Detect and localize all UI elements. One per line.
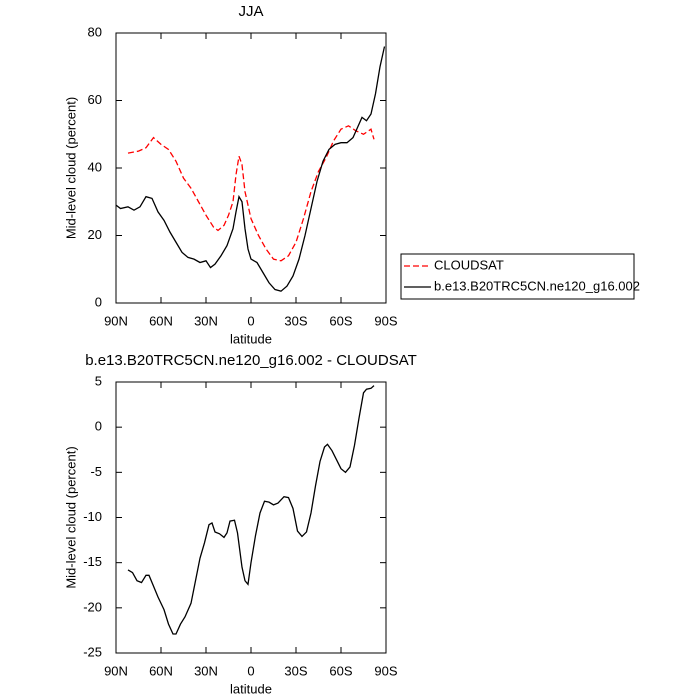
y-tick-label: -10 (83, 509, 102, 524)
x-tick-label: 60S (329, 663, 352, 678)
x-tick-label: 30N (194, 663, 218, 678)
y-tick-label: -5 (90, 464, 102, 479)
x-tick-label: 90S (374, 313, 397, 328)
x-tick-label: 0 (247, 663, 254, 678)
x-tick-label: 30N (194, 313, 218, 328)
x-tick-label: 90S (374, 663, 397, 678)
x-tick-label: 60N (149, 313, 173, 328)
x-tick-label: 90N (104, 313, 128, 328)
x-axis-label: latitude (230, 681, 272, 696)
y-tick-label: 5 (95, 373, 102, 388)
legend-box (400, 253, 635, 300)
y-tick-label: 20 (88, 227, 102, 242)
legend-label: CLOUDSAT (434, 257, 504, 272)
y-tick-label: 40 (88, 159, 102, 174)
x-tick-label: 0 (247, 313, 254, 328)
x-axis-label: latitude (230, 331, 272, 346)
x-tick-label: 90N (104, 663, 128, 678)
y-tick-label: 60 (88, 92, 102, 107)
x-tick-label: 60S (329, 313, 352, 328)
legend-label: b.e13.B20TRC5CN.ne120_g16.002 (434, 278, 640, 293)
y-tick-label: 80 (88, 24, 102, 39)
x-tick-label: 30S (284, 663, 307, 678)
y-tick-label: -20 (83, 599, 102, 614)
data-line (115, 46, 386, 292)
y-tick-label: -25 (83, 644, 102, 659)
plot-frame (115, 32, 387, 304)
chart-title: JJA (238, 3, 263, 20)
y-axis-label: Mid-level cloud (percent) (63, 446, 78, 588)
x-tick-label: 30S (284, 313, 307, 328)
y-tick-label: -15 (83, 554, 102, 569)
chart-title: b.e13.B20TRC5CN.ne120_g16.002 - CLOUDSAT (85, 352, 417, 369)
y-axis-label: Mid-level cloud (percent) (63, 97, 78, 239)
y-tick-label: 0 (95, 419, 102, 434)
plot-frame (115, 381, 387, 654)
x-tick-label: 60N (149, 663, 173, 678)
y-tick-label: 0 (95, 294, 102, 309)
data-line (127, 125, 375, 262)
data-line (127, 385, 375, 635)
